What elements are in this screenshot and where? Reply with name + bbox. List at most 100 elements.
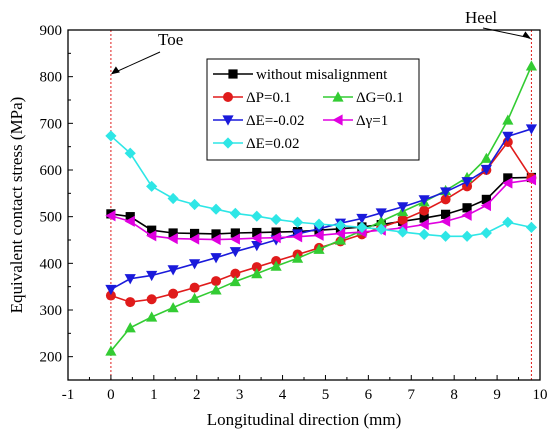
legend-marker <box>228 69 238 79</box>
data-point <box>397 214 408 225</box>
data-point <box>251 232 262 244</box>
data-point <box>211 229 221 239</box>
y-tick-label: 900 <box>40 23 63 39</box>
data-point <box>251 210 263 222</box>
data-point <box>418 195 430 206</box>
data-point <box>440 230 452 242</box>
x-tick-label: 2 <box>193 387 201 403</box>
annotation-heel-arrow <box>482 27 528 38</box>
x-tick-label: 0 <box>107 387 115 403</box>
y-tick-label: 600 <box>40 163 63 179</box>
data-point <box>167 265 179 276</box>
data-point <box>105 290 116 301</box>
legend-entry: ΔE=0.02 <box>213 136 300 152</box>
data-point <box>419 213 429 223</box>
data-point <box>229 247 241 258</box>
data-point <box>230 228 240 238</box>
legend-label: ΔP=0.1 <box>246 90 291 106</box>
data-point <box>105 130 117 142</box>
data-point <box>124 322 136 333</box>
data-point <box>461 230 473 242</box>
data-point <box>124 215 135 227</box>
data-point <box>251 268 263 279</box>
data-point <box>419 205 430 216</box>
y-tick-label: 300 <box>40 303 63 319</box>
data-point <box>481 194 491 204</box>
data-point <box>502 216 514 228</box>
data-point <box>503 173 513 183</box>
data-point <box>189 228 200 239</box>
data-point <box>375 215 387 226</box>
annotation-toe-arrow <box>114 51 161 73</box>
data-point <box>270 213 282 226</box>
data-point <box>418 228 430 240</box>
data-point <box>125 297 136 308</box>
legend-label: Δγ=1 <box>356 113 388 129</box>
data-point <box>271 227 281 237</box>
data-point <box>334 219 347 232</box>
legend-marker <box>222 137 234 149</box>
data-point <box>440 194 451 205</box>
y-tick-label: 200 <box>40 350 63 366</box>
data-point <box>211 276 222 287</box>
data-point <box>251 241 263 252</box>
data-point <box>480 227 492 239</box>
legend-entry: ΔP=0.1 <box>213 90 291 106</box>
data-point <box>146 180 158 192</box>
data-point <box>397 226 409 238</box>
data-point <box>525 221 538 233</box>
data-point <box>167 233 178 245</box>
data-point <box>480 152 492 163</box>
legend-marker <box>222 115 234 126</box>
data-point <box>461 177 473 188</box>
data-point <box>440 215 451 227</box>
data-point <box>418 219 429 231</box>
data-point <box>188 233 200 245</box>
data-point <box>270 232 281 244</box>
data-point <box>105 345 117 356</box>
data-point <box>125 212 135 222</box>
data-point <box>313 218 325 230</box>
data-point <box>188 259 201 270</box>
data-point <box>210 233 221 246</box>
data-point <box>124 147 136 159</box>
data-point <box>168 228 178 238</box>
data-point <box>229 275 241 287</box>
y-axis-ticks: 200 300 400 500 600 700 800 900 <box>40 23 73 366</box>
data-point <box>229 233 240 245</box>
x-tick-label: 1 <box>150 387 158 403</box>
data-point <box>375 223 387 235</box>
legend-entry: ΔE=-0.02 <box>213 113 305 129</box>
x-tick-label: 7 <box>408 387 416 403</box>
data-point <box>105 210 116 222</box>
data-point <box>375 208 387 219</box>
x-axis-label: Longitudinal direction (mm) <box>207 410 402 429</box>
data-point <box>480 164 492 176</box>
annotations: Toe Heel <box>110 8 532 75</box>
legend-label: ΔE=0.02 <box>246 136 300 152</box>
y-axis-label: Equivalent contact stress (MPa) <box>7 97 26 314</box>
data-point <box>251 262 262 273</box>
data-point <box>146 294 157 305</box>
y-tick-label: 800 <box>40 70 63 86</box>
data-point <box>210 284 222 295</box>
legend-label: ΔE=-0.02 <box>246 113 305 129</box>
data-point <box>480 199 491 212</box>
legend-label: ΔG=0.1 <box>356 90 404 106</box>
x-axis-ticks: -1 0 1 2 3 4 5 6 7 8 9 10 <box>62 375 548 403</box>
annotation-heel-arrowhead <box>522 31 532 40</box>
data-point <box>462 203 472 213</box>
x-tick-label: 9 <box>493 387 501 403</box>
data-point <box>525 124 538 135</box>
legend-entry: ΔG=0.1 <box>323 90 404 106</box>
data-point <box>502 131 514 142</box>
y-tick-label: 500 <box>40 210 63 226</box>
data-point <box>397 202 409 213</box>
legend: without misalignment ΔP=0.1 ΔG=0.1 ΔE=-0.02… <box>206 58 420 161</box>
data-point <box>502 177 513 189</box>
data-point <box>167 192 179 205</box>
data-point <box>313 229 324 241</box>
data-point <box>168 288 179 299</box>
data-point <box>441 209 451 219</box>
